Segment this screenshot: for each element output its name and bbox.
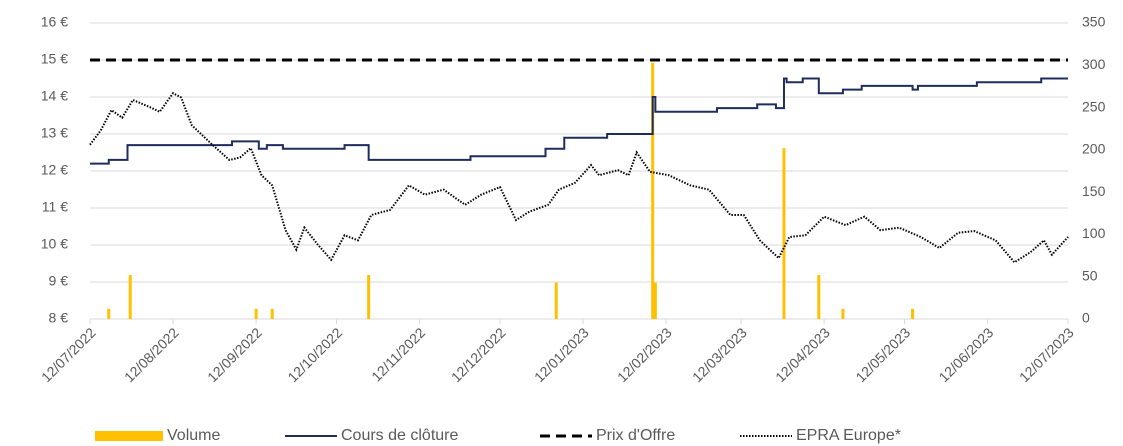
volume-bar xyxy=(911,308,915,319)
y2-tick-label: 300 xyxy=(1082,56,1106,72)
volume-bar xyxy=(367,275,371,319)
y2-tick-label: 200 xyxy=(1082,141,1106,157)
y2-tick-label: 0 xyxy=(1082,310,1090,326)
y-tick-label: 9 € xyxy=(49,273,69,289)
y2-tick-label: 150 xyxy=(1082,183,1106,199)
y2-tick-label: 250 xyxy=(1082,98,1106,114)
legend-label: Volume xyxy=(167,427,220,444)
x-tick-label: 12/05/2023 xyxy=(852,324,913,385)
volume-bar xyxy=(841,308,845,319)
legend-label: Cours de clôture xyxy=(341,427,458,444)
y-tick-label: 13 € xyxy=(41,125,68,141)
y-tick-label: 15 € xyxy=(41,51,68,67)
y2-tick-label: 100 xyxy=(1082,225,1106,241)
y-tick-label: 12 € xyxy=(41,162,68,178)
legend-label: EPRA Europe* xyxy=(796,427,901,444)
x-tick-label: 12/09/2022 xyxy=(204,324,265,385)
volume-bar xyxy=(254,308,258,319)
x-tick-label: 12/08/2022 xyxy=(121,324,182,385)
volume-bar xyxy=(651,62,655,320)
volume-bar xyxy=(270,308,274,319)
volume-bar xyxy=(653,282,657,319)
volume-bar xyxy=(107,308,111,319)
x-tick-label: 12/10/2022 xyxy=(284,324,345,385)
volume-bar xyxy=(782,148,786,319)
series-line xyxy=(90,77,1068,165)
x-tick-label: 12/06/2023 xyxy=(935,324,996,385)
x-tick-label: 12/02/2023 xyxy=(614,324,675,385)
x-tick-label: 12/01/2023 xyxy=(531,324,592,385)
y-tick-label: 14 € xyxy=(41,88,68,104)
legend-label: Prix d'Offre xyxy=(596,427,675,444)
y-tick-label: 16 € xyxy=(41,14,68,30)
x-tick-label: 12/04/2023 xyxy=(772,324,833,385)
x-tick-label: 12/07/2023 xyxy=(1016,324,1077,385)
y-tick-label: 11 € xyxy=(42,199,68,215)
y2-tick-label: 350 xyxy=(1082,14,1106,30)
x-tick-label: 12/11/2022 xyxy=(368,324,428,384)
volume-bar xyxy=(817,275,821,319)
x-tick-label: 12/07/2022 xyxy=(38,324,99,385)
series-line xyxy=(89,91,1069,264)
legend-swatch xyxy=(95,431,163,441)
volume-bar xyxy=(128,275,132,319)
y-tick-label: 10 € xyxy=(41,236,68,252)
x-tick-label: 12/03/2023 xyxy=(689,324,750,385)
volume-bar xyxy=(554,282,558,319)
y-tick-label: 8 € xyxy=(49,310,69,326)
y2-tick-label: 50 xyxy=(1082,267,1098,283)
x-tick-label: 12/12/2022 xyxy=(448,324,509,385)
